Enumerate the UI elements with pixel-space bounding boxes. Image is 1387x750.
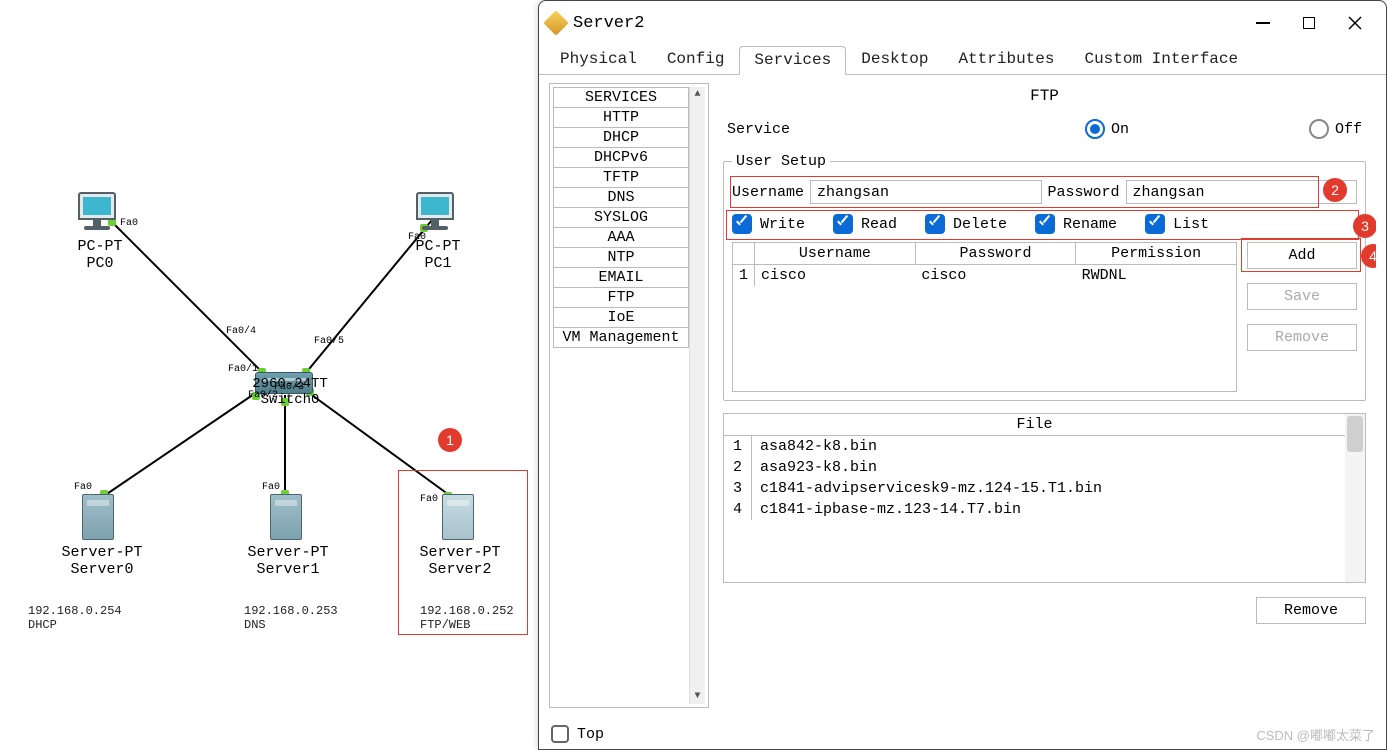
device-label-switch0: 2960-24TTSwitch0 bbox=[240, 376, 340, 408]
checkbox-icon bbox=[1035, 214, 1055, 234]
svc-item-aaa[interactable]: AAA bbox=[553, 227, 689, 248]
tab-config[interactable]: Config bbox=[652, 45, 740, 74]
file-row[interactable]: 1asa842-k8.bin bbox=[724, 436, 1345, 457]
table-header-permission: Permission bbox=[1076, 243, 1236, 264]
server-config-dialog: Server2 Physical Config Services Desktop… bbox=[538, 0, 1387, 750]
port-label: Fa0/1 bbox=[228, 364, 258, 375]
port-label: Fa0 bbox=[120, 218, 138, 229]
annotation-badge-3: 3 bbox=[1353, 214, 1376, 238]
port-label: Fa0 bbox=[74, 482, 92, 493]
device-server0[interactable] bbox=[82, 494, 114, 540]
minimize-button[interactable] bbox=[1240, 7, 1286, 39]
ip-label-server0: 192.168.0.254 DHCP bbox=[28, 604, 122, 632]
tab-desktop[interactable]: Desktop bbox=[846, 45, 943, 74]
services-sidebar: SERVICES HTTP DHCP DHCPv6 TFTP DNS SYSLO… bbox=[549, 83, 709, 708]
top-checkbox[interactable] bbox=[551, 725, 569, 743]
user-table: Username Password Permission 1 cisco cis… bbox=[732, 242, 1237, 392]
device-label-server0: Server-PTServer0 bbox=[42, 544, 162, 579]
checkbox-icon bbox=[925, 214, 945, 234]
checkbox-icon bbox=[1145, 214, 1165, 234]
svc-item-tftp[interactable]: TFTP bbox=[553, 167, 689, 188]
user-setup-legend: User Setup bbox=[732, 153, 830, 170]
svc-item-dhcp[interactable]: DHCP bbox=[553, 127, 689, 148]
svc-item-email[interactable]: EMAIL bbox=[553, 267, 689, 288]
remove-file-button[interactable]: Remove bbox=[1256, 597, 1366, 624]
remove-user-button[interactable]: Remove bbox=[1247, 324, 1357, 351]
svc-item-services[interactable]: SERVICES bbox=[553, 87, 689, 108]
service-on-radio[interactable]: On bbox=[1085, 119, 1129, 139]
radio-off-icon bbox=[1309, 119, 1329, 139]
file-scrollbar[interactable] bbox=[1345, 414, 1365, 582]
checkbox-icon bbox=[833, 214, 853, 234]
perm-list[interactable]: List bbox=[1145, 214, 1209, 234]
services-scrollbar[interactable]: ▲ ▼ bbox=[689, 87, 705, 704]
ip-label-server1: 192.168.0.253 DNS bbox=[244, 604, 338, 632]
table-row[interactable]: 1 cisco cisco RWDNL bbox=[733, 265, 1236, 286]
top-label: Top bbox=[577, 726, 604, 743]
save-button[interactable]: Save bbox=[1247, 283, 1357, 310]
device-label-pc0: PC-PTPC0 bbox=[60, 238, 140, 273]
user-setup-group: User Setup Username Password 2 Write bbox=[723, 153, 1366, 401]
radio-on-icon bbox=[1085, 119, 1105, 139]
device-pc1[interactable] bbox=[416, 192, 454, 230]
tab-custom-interface[interactable]: Custom Interface bbox=[1069, 45, 1253, 74]
annotation-badge-4: 4 bbox=[1361, 244, 1376, 268]
username-label: Username bbox=[732, 184, 804, 201]
scroll-down-icon[interactable]: ▼ bbox=[694, 689, 700, 704]
device-label-pc1: PC-PTPC1 bbox=[398, 238, 478, 273]
ip-label-server2: 192.168.0.252 FTP/WEB bbox=[420, 604, 514, 632]
checkbox-icon bbox=[732, 214, 752, 234]
window-title: Server2 bbox=[573, 14, 1240, 33]
device-label-server2: Server-PTServer2 bbox=[400, 544, 520, 579]
file-row[interactable]: 2asa923-k8.bin bbox=[724, 457, 1345, 478]
svc-item-dhcpv6[interactable]: DHCPv6 bbox=[553, 147, 689, 168]
file-row[interactable]: 4c1841-ipbase-mz.123-14.T7.bin bbox=[724, 499, 1345, 520]
perm-rename[interactable]: Rename bbox=[1035, 214, 1117, 234]
svc-item-vm-management[interactable]: VM Management bbox=[553, 327, 689, 348]
port-label: Fa0/4 bbox=[226, 326, 256, 337]
username-input[interactable] bbox=[810, 180, 1041, 204]
device-pc0[interactable] bbox=[78, 192, 116, 230]
table-header-num bbox=[733, 243, 755, 264]
tab-attributes[interactable]: Attributes bbox=[943, 45, 1069, 74]
device-label-server1: Server-PTServer1 bbox=[228, 544, 348, 579]
port-label: Fa0 bbox=[420, 494, 438, 505]
titlebar: Server2 bbox=[539, 1, 1386, 45]
pane-heading: FTP bbox=[719, 83, 1370, 115]
table-header-username: Username bbox=[755, 243, 916, 264]
port-label: Fa0 bbox=[262, 482, 280, 493]
port-label: Fa0/5 bbox=[314, 336, 344, 347]
svc-item-syslog[interactable]: SYSLOG bbox=[553, 207, 689, 228]
password-label: Password bbox=[1048, 184, 1120, 201]
tab-bar: Physical Config Services Desktop Attribu… bbox=[539, 45, 1386, 75]
file-list-area: File 1asa842-k8.bin 2asa923-k8.bin 3c184… bbox=[723, 413, 1366, 583]
perm-write[interactable]: Write bbox=[732, 214, 805, 234]
tab-physical[interactable]: Physical bbox=[545, 45, 652, 74]
watermark: CSDN @嘟嘟太菜了 bbox=[1256, 725, 1375, 744]
device-server1[interactable] bbox=[270, 494, 302, 540]
svc-item-http[interactable]: HTTP bbox=[553, 107, 689, 128]
scroll-up-icon[interactable]: ▲ bbox=[694, 87, 700, 102]
server-icon bbox=[543, 10, 568, 35]
close-button[interactable] bbox=[1332, 7, 1378, 39]
annotation-badge-2: 2 bbox=[1323, 178, 1347, 202]
svc-item-dns[interactable]: DNS bbox=[553, 187, 689, 208]
file-row[interactable]: 3c1841-advipservicesk9-mz.124-15.T1.bin bbox=[724, 478, 1345, 499]
service-off-radio[interactable]: Off bbox=[1309, 119, 1362, 139]
annotation-badge-1: 1 bbox=[438, 428, 462, 452]
topology-canvas: Fa0 PC-PTPC0 Fa0 PC-PTPC1 Fa0/4 Fa0/5 Fa… bbox=[0, 0, 540, 750]
device-server2[interactable] bbox=[442, 494, 474, 540]
ftp-config-pane: FTP Service On Off User Setup bbox=[719, 83, 1376, 719]
svc-item-ntp[interactable]: NTP bbox=[553, 247, 689, 268]
perm-read[interactable]: Read bbox=[833, 214, 897, 234]
service-label: Service bbox=[727, 121, 927, 138]
add-button[interactable]: Add bbox=[1247, 242, 1357, 269]
perm-delete[interactable]: Delete bbox=[925, 214, 1007, 234]
table-header-password: Password bbox=[916, 243, 1077, 264]
maximize-button[interactable] bbox=[1286, 7, 1332, 39]
svc-item-ftp[interactable]: FTP bbox=[553, 287, 689, 308]
tab-services[interactable]: Services bbox=[739, 46, 846, 75]
file-header: File bbox=[724, 414, 1345, 436]
svc-item-ioe[interactable]: IoE bbox=[553, 307, 689, 328]
